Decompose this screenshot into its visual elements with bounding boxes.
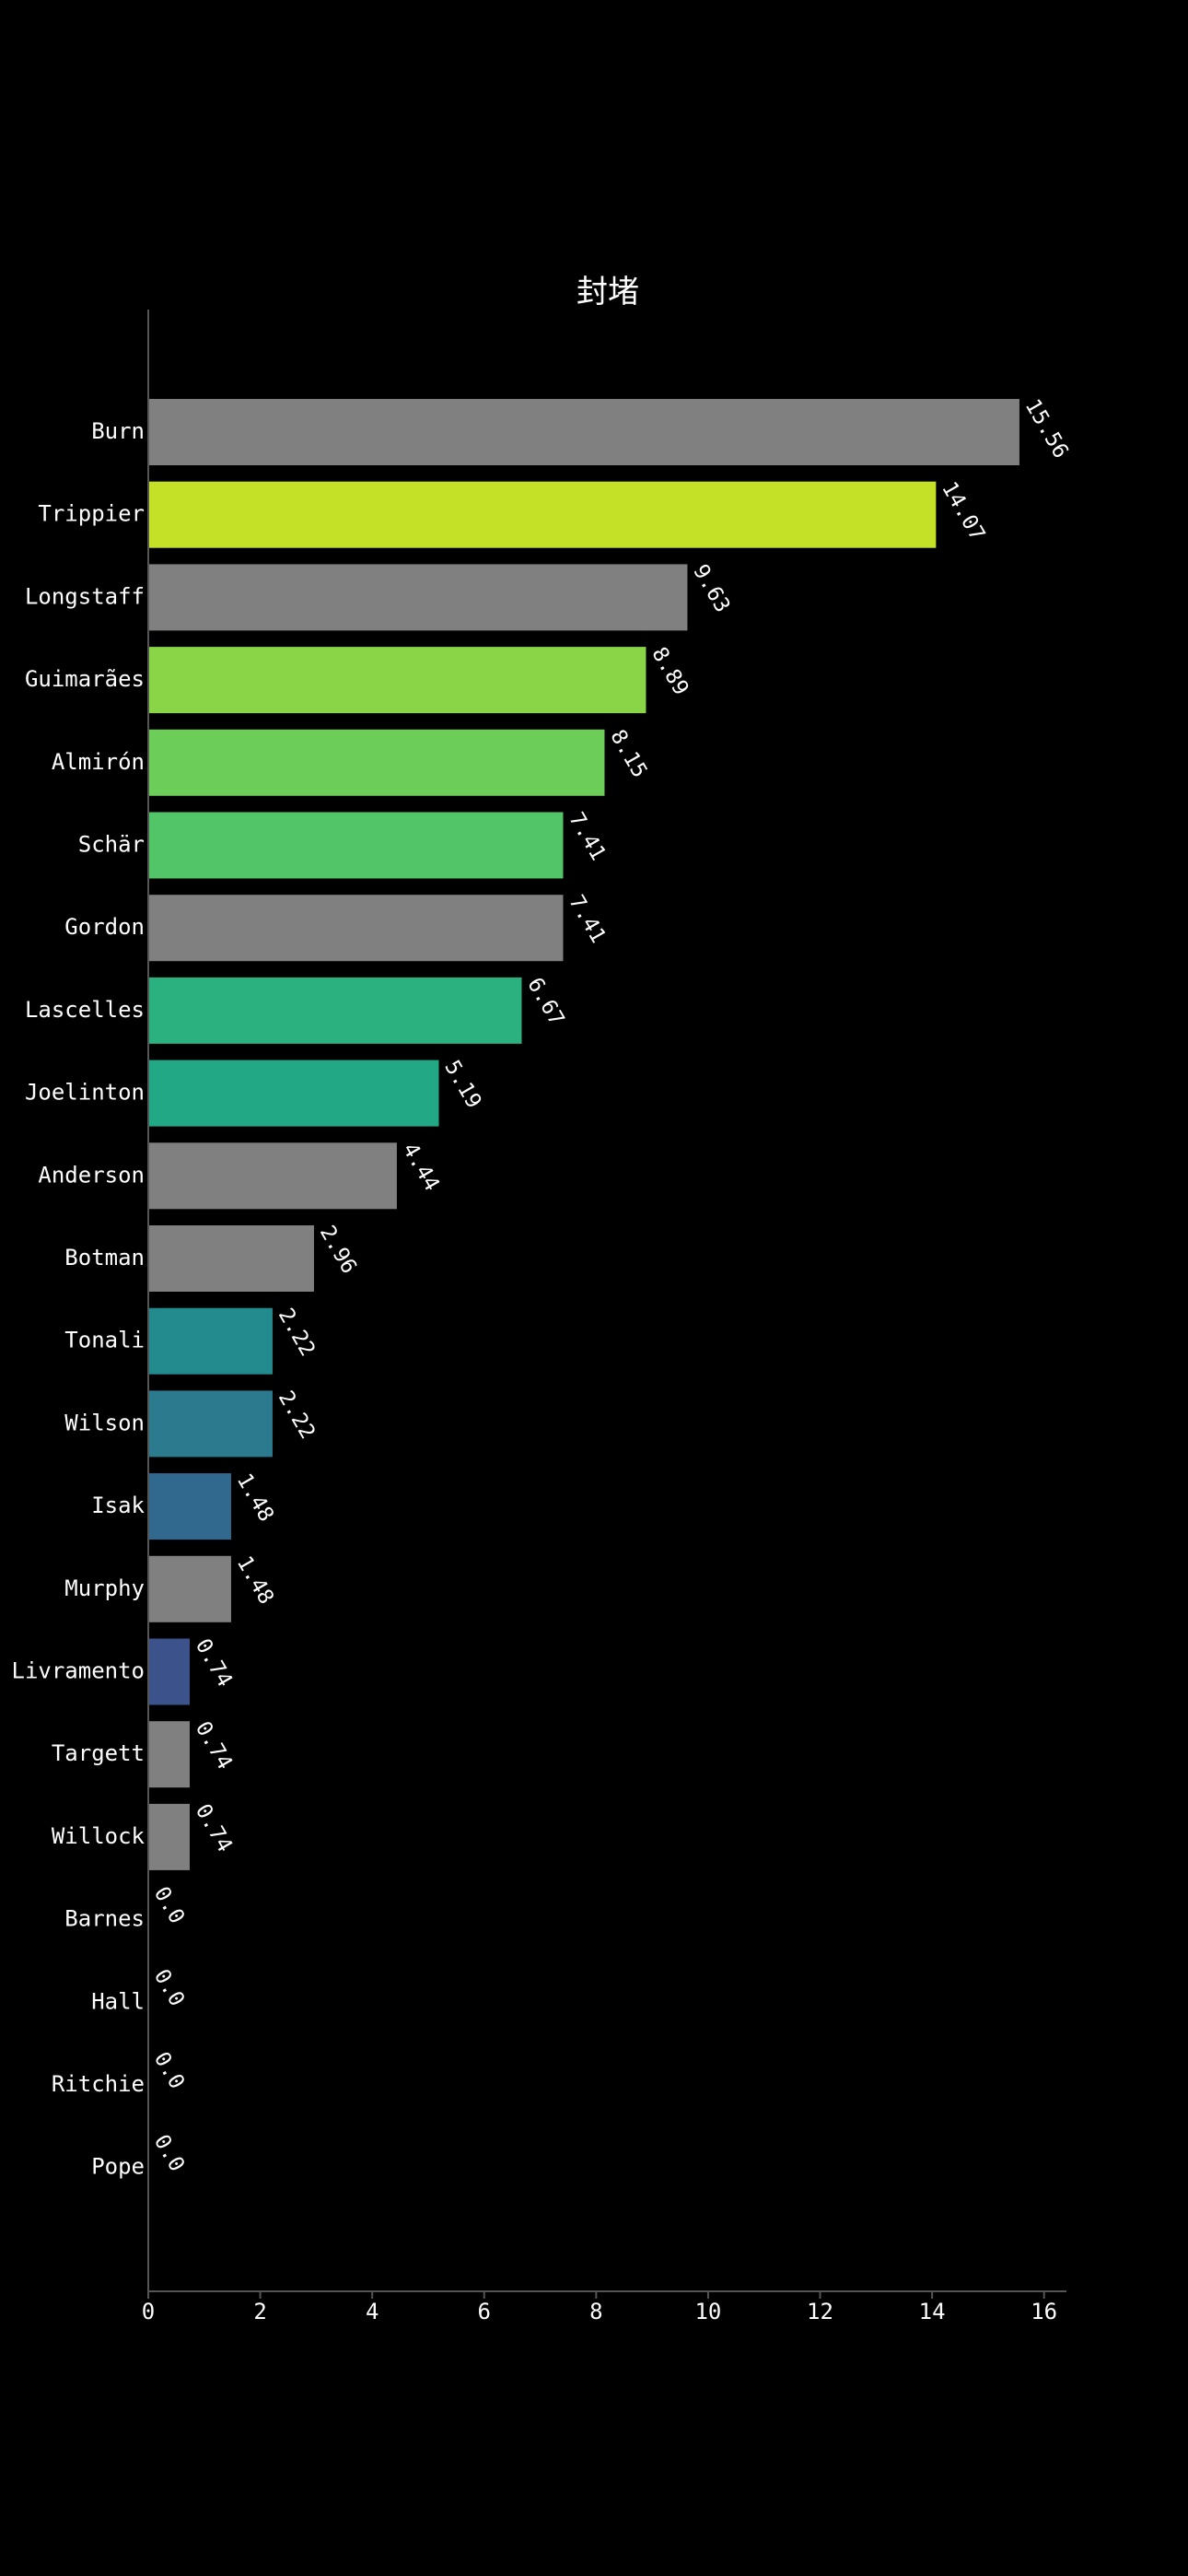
category-label: Lascelles [25, 997, 145, 1023]
bar-burn [148, 399, 1019, 465]
category-label: Trippier [38, 501, 145, 527]
bar-gordon [148, 895, 564, 962]
category-label: Anderson [38, 1162, 145, 1188]
value-label: 0.74 [191, 1635, 237, 1692]
category-label: Hall [91, 1988, 145, 2014]
x-tick-label: 4 [366, 2299, 379, 2324]
bar-joelinton [148, 1060, 439, 1127]
bars-layer: Burn 15.56 Trippier 14.07 Longstaff 9.63 Guima… [12, 395, 1073, 2180]
category-label: Botman [64, 1245, 145, 1270]
chart-title: 封堵 [577, 274, 639, 310]
bar-targett [148, 1721, 190, 1788]
value-label: 4.44 [398, 1139, 444, 1195]
bar-lascelles [148, 977, 522, 1044]
category-label: Livramento [12, 1658, 146, 1684]
value-label: 15.56 [1020, 395, 1073, 463]
x-tick-label: 16 [1031, 2299, 1057, 2324]
value-label: 9.63 [688, 560, 734, 616]
value-label: 0.74 [191, 1800, 237, 1856]
bar-botman [148, 1225, 314, 1292]
value-label: 8.15 [605, 726, 651, 782]
category-label: Tonali [64, 1328, 145, 1353]
value-label: 0.74 [191, 1717, 237, 1774]
axes [147, 310, 1066, 2292]
bar-tonali [148, 1307, 273, 1375]
value-label: 8.89 [646, 643, 693, 699]
category-label: Guimarães [25, 666, 145, 692]
bar-anderson [148, 1142, 397, 1210]
category-label: Burn [91, 418, 145, 444]
category-label: Isak [91, 1493, 145, 1518]
category-label: Almirón [52, 749, 145, 775]
value-label: 0.0 [149, 2048, 189, 2093]
value-label: 7.41 [564, 891, 610, 947]
category-label: Willock [52, 1823, 146, 1849]
value-label: 0.0 [149, 1965, 189, 2010]
x-tick-label: 12 [807, 2299, 833, 2324]
category-label: Wilson [64, 1410, 145, 1435]
x-tick-label: 8 [589, 2299, 602, 2324]
bar-longstaff [148, 564, 688, 631]
category-label: Ritchie [52, 2071, 145, 2097]
value-label: 2.22 [274, 1305, 320, 1361]
bar-willock [148, 1803, 190, 1870]
category-label: Gordon [64, 914, 145, 940]
bar-schär [148, 812, 564, 879]
category-label: Joelinton [25, 1080, 145, 1106]
value-label: 14.07 [937, 478, 989, 545]
bar-almirón [148, 729, 605, 796]
category-label: Longstaff [25, 583, 145, 609]
x-tick-label: 6 [478, 2299, 491, 2324]
category-label: Schär [78, 832, 145, 858]
bar-wilson [148, 1390, 273, 1458]
value-label: 2.22 [274, 1387, 320, 1443]
value-label: 0.0 [149, 1883, 189, 1928]
value-label: 6.67 [522, 974, 568, 1030]
x-tick-label: 0 [142, 2299, 155, 2324]
bar-murphy [148, 1555, 231, 1622]
value-label: 7.41 [564, 809, 610, 865]
value-label: 5.19 [439, 1057, 485, 1113]
x-tick-label: 2 [253, 2299, 266, 2324]
x-tick-label: 14 [919, 2299, 946, 2324]
x-tick-label: 10 [694, 2299, 721, 2324]
bar-guimarães [148, 647, 646, 714]
category-label: Barnes [64, 1906, 145, 1932]
category-label: Targett [52, 1740, 145, 1766]
category-label: Pope [91, 2154, 145, 2180]
bar-livramento [148, 1638, 190, 1705]
category-label: Murphy [64, 1575, 145, 1601]
value-label: 2.96 [315, 1222, 361, 1278]
value-label: 1.48 [232, 1469, 278, 1526]
value-label: 0.0 [149, 2131, 189, 2176]
x-axis-ticks: 0 2 4 6 8 10 12 14 16 [142, 2291, 1057, 2324]
bar-trippier [148, 481, 937, 548]
bar-isak [148, 1473, 231, 1540]
value-label: 1.48 [232, 1552, 278, 1609]
